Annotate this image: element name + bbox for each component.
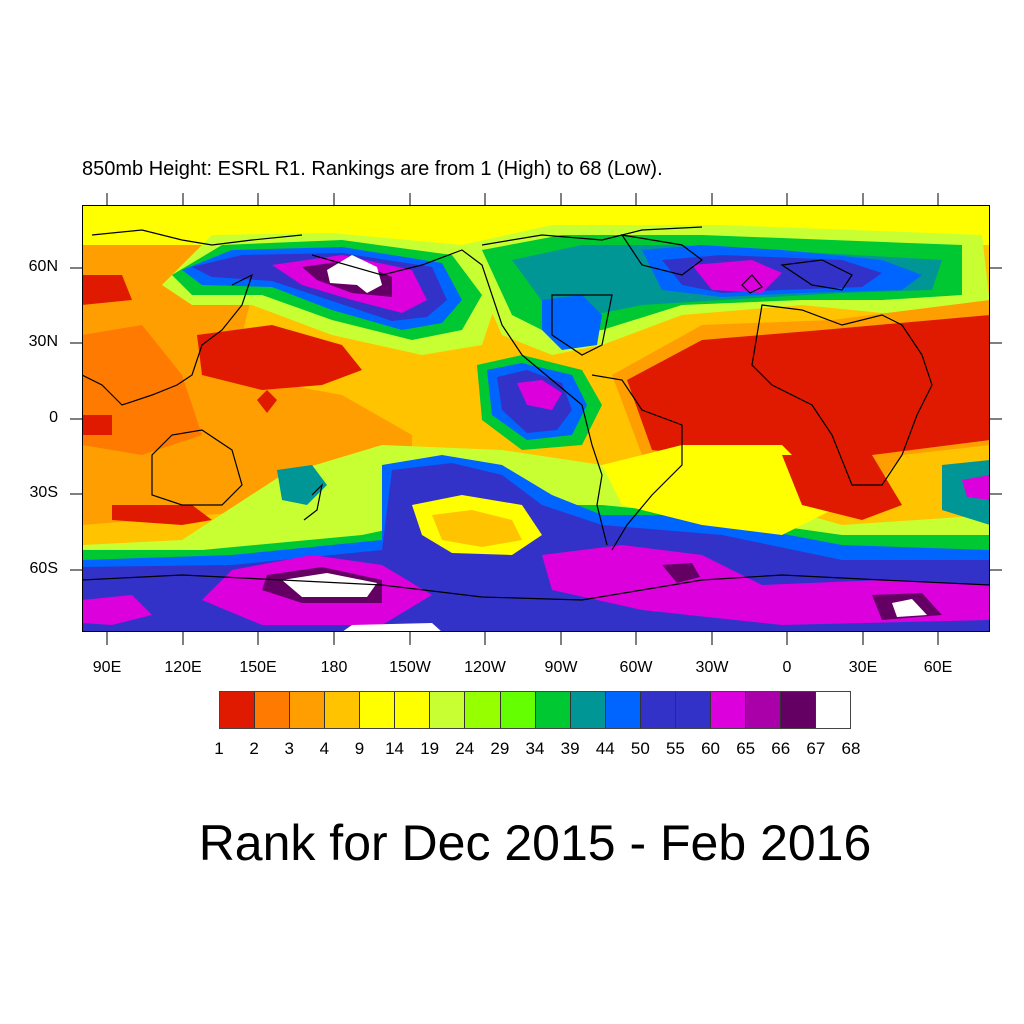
colorbar-swatch (675, 692, 711, 728)
colorbar-label: 39 (560, 739, 580, 758)
x-tick-label: 30E (848, 659, 878, 676)
y-tick-label: 60N (28, 258, 58, 275)
colorbar-label: 14 (385, 739, 404, 758)
colorbar-label: 67 (806, 739, 826, 758)
x-tick-label: 120E (164, 659, 202, 676)
rank-heatmap (82, 205, 990, 632)
colorbar-label: 24 (455, 739, 475, 758)
x-tick-label: 90E (92, 659, 122, 676)
colorbar-label: 4 (319, 739, 330, 758)
colorbar-swatch (290, 692, 326, 728)
y-tick-label: 30S (29, 484, 58, 501)
colorbar-swatch (325, 692, 361, 728)
y-tick-label: 60S (29, 560, 58, 577)
colorbar-label: 44 (595, 739, 615, 758)
colorbar-label: 60 (701, 739, 720, 758)
colorbar-swatch (816, 692, 851, 728)
x-tick-label: 180 (320, 659, 348, 676)
colorbar-label: 2 (249, 739, 259, 758)
colorbar-label: 55 (665, 739, 685, 758)
x-tick-label: 60E (923, 659, 953, 676)
colorbar-label: 34 (525, 739, 545, 758)
y-tick-label: 0 (49, 409, 58, 426)
colorbar-swatch (360, 692, 396, 728)
colorbar-swatch (781, 692, 817, 728)
colorbar-swatch (570, 692, 606, 728)
y-tick-label: 30N (28, 333, 58, 350)
colorbar-label: 9 (354, 739, 365, 758)
colorbar-label: 29 (490, 739, 510, 758)
colorbar-label: 65 (736, 739, 756, 758)
colorbar-swatch (535, 692, 571, 728)
rank-map (82, 205, 990, 632)
colorbar-swatch (710, 692, 746, 728)
colorbar-swatch (500, 692, 536, 728)
colorbar-swatch (220, 692, 256, 728)
x-tick-label: 150E (239, 659, 277, 676)
colorbar-label: 68 (841, 739, 861, 758)
x-tick-label: 150W (389, 659, 431, 676)
main-title: Rank for Dec 2015 - Feb 2016 (198, 815, 872, 871)
x-tick-label: 30W (695, 659, 729, 676)
colorbar (219, 691, 851, 729)
colorbar-swatch (465, 692, 501, 728)
x-tick-label: 90W (544, 659, 578, 676)
colorbar-label: 3 (284, 739, 294, 758)
colorbar-label: 50 (630, 739, 650, 758)
colorbar-swatch (430, 692, 466, 728)
colorbar-label: 66 (771, 739, 791, 758)
colorbar-swatch (255, 692, 291, 728)
colorbar-swatch (640, 692, 676, 728)
x-tick-label: 60W (619, 659, 653, 676)
colorbar-swatch (745, 692, 781, 728)
colorbar-label: 19 (420, 739, 440, 758)
colorbar-label: 1 (214, 739, 224, 758)
x-tick-label: 0 (782, 659, 792, 676)
colorbar-swatch (605, 692, 641, 728)
colorbar-swatch (395, 692, 431, 728)
x-tick-label: 120W (464, 659, 506, 676)
chart-subtitle: 850mb Height: ESRL R1. Rankings are from… (82, 158, 663, 180)
